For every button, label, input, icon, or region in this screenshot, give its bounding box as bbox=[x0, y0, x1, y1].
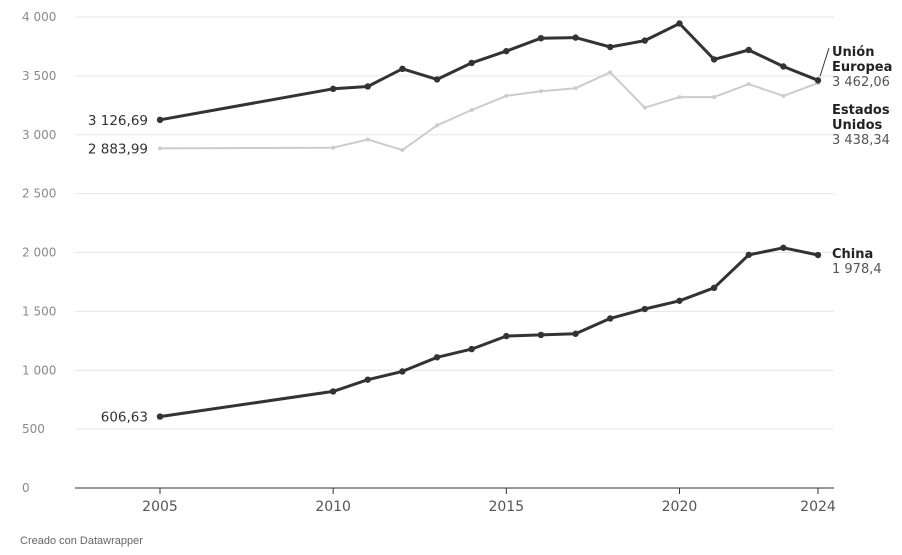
data-point-uni-n-europea bbox=[503, 47, 510, 55]
data-point-estados-unidos bbox=[608, 70, 613, 75]
data-point-estados-unidos bbox=[365, 137, 370, 142]
data-point-estados-unidos bbox=[158, 146, 162, 151]
x-tick-label: 2015 bbox=[488, 499, 524, 515]
series-name-estados-unidos: Estados bbox=[832, 103, 890, 118]
data-point-estados-unidos bbox=[469, 108, 474, 113]
data-point-china bbox=[156, 413, 164, 420]
data-point-china bbox=[676, 297, 683, 304]
data-point-estados-unidos bbox=[435, 123, 440, 128]
leader-line-union-europea bbox=[819, 47, 830, 77]
data-point-china bbox=[745, 251, 752, 259]
data-point-uni-n-europea bbox=[468, 59, 475, 67]
data-point-estados-unidos bbox=[781, 93, 786, 98]
series-name-china: China bbox=[832, 247, 873, 262]
data-point-uni-n-europea bbox=[641, 37, 649, 44]
data-point-uni-n-europea bbox=[329, 85, 337, 93]
y-tick-label: 2 500 bbox=[22, 187, 56, 201]
y-tick-label: 2 000 bbox=[22, 246, 56, 260]
x-tick-label: 2024 bbox=[800, 499, 836, 515]
data-point-china bbox=[399, 368, 406, 375]
series-name-uni-n-europea: Unión bbox=[832, 45, 874, 60]
data-point-uni-n-europea bbox=[745, 46, 752, 54]
x-tick-label: 2020 bbox=[662, 499, 698, 515]
y-tick-label: 4 000 bbox=[22, 10, 56, 24]
start-label-uni-n-europea: 3 126,69 bbox=[88, 113, 148, 129]
y-tick-label: 3 500 bbox=[22, 69, 56, 83]
series-line-china bbox=[158, 246, 820, 419]
y-tick-label: 1 000 bbox=[22, 363, 56, 377]
data-point-estados-unidos bbox=[746, 82, 751, 87]
data-point-uni-n-europea bbox=[676, 20, 683, 27]
data-point-china bbox=[468, 345, 475, 353]
data-point-uni-n-europea bbox=[814, 77, 822, 84]
data-point-uni-n-europea bbox=[710, 56, 718, 63]
data-point-china bbox=[641, 305, 649, 313]
x-tick-label: 2005 bbox=[142, 499, 178, 515]
data-point-uni-n-europea bbox=[607, 43, 614, 51]
start-label-china: 606,63 bbox=[101, 410, 148, 426]
x-tick-label: 2010 bbox=[315, 499, 351, 515]
data-point-china bbox=[503, 332, 510, 340]
data-point-estados-unidos bbox=[573, 86, 578, 91]
data-point-china bbox=[572, 330, 579, 337]
series-value-estados-unidos: 3 438,34 bbox=[832, 133, 890, 148]
data-point-china bbox=[710, 284, 718, 292]
start-label-estados-unidos: 2 883,99 bbox=[88, 141, 148, 157]
series-line-estados-unidos bbox=[159, 71, 819, 152]
series-name-uni-n-europea: Europea bbox=[832, 60, 892, 75]
data-point-estados-unidos bbox=[400, 148, 405, 153]
data-point-estados-unidos bbox=[712, 95, 717, 100]
data-point-china bbox=[433, 354, 441, 361]
line-chart: 0 500 1 000 1 500 2 000 2 500 3 000 3 500 4 000 2… bbox=[22, 10, 892, 515]
data-point-estados-unidos bbox=[642, 105, 647, 110]
data-point-estados-unidos bbox=[538, 89, 543, 94]
data-point-china bbox=[607, 315, 614, 322]
series-value-uni-n-europea: 3 462,06 bbox=[832, 75, 890, 90]
data-point-estados-unidos bbox=[677, 95, 682, 100]
data-point-uni-n-europea bbox=[364, 83, 371, 90]
series-line-uni-n-europea bbox=[158, 22, 820, 122]
y-tick-label: 3 000 bbox=[22, 128, 56, 142]
data-point-china bbox=[329, 388, 337, 395]
data-point-uni-n-europea bbox=[572, 34, 579, 41]
y-tick-label: 1 500 bbox=[22, 304, 56, 318]
data-point-china bbox=[780, 244, 787, 251]
data-point-estados-unidos bbox=[504, 93, 509, 98]
y-tick-label: 500 bbox=[22, 422, 45, 436]
series-value-china: 1 978,4 bbox=[832, 262, 882, 277]
data-point-china bbox=[537, 331, 545, 339]
data-point-uni-n-europea bbox=[780, 63, 787, 70]
series-name-estados-unidos: Unidos bbox=[832, 118, 883, 133]
data-point-china bbox=[364, 376, 371, 383]
data-point-uni-n-europea bbox=[537, 34, 545, 42]
credit-footer: Creado con Datawrapper bbox=[20, 535, 143, 547]
data-point-uni-n-europea bbox=[433, 76, 441, 83]
data-point-uni-n-europea bbox=[399, 65, 406, 73]
data-point-uni-n-europea bbox=[156, 116, 164, 124]
data-point-china bbox=[814, 251, 822, 259]
data-point-estados-unidos bbox=[331, 145, 336, 150]
y-tick-label: 0 bbox=[22, 481, 30, 495]
